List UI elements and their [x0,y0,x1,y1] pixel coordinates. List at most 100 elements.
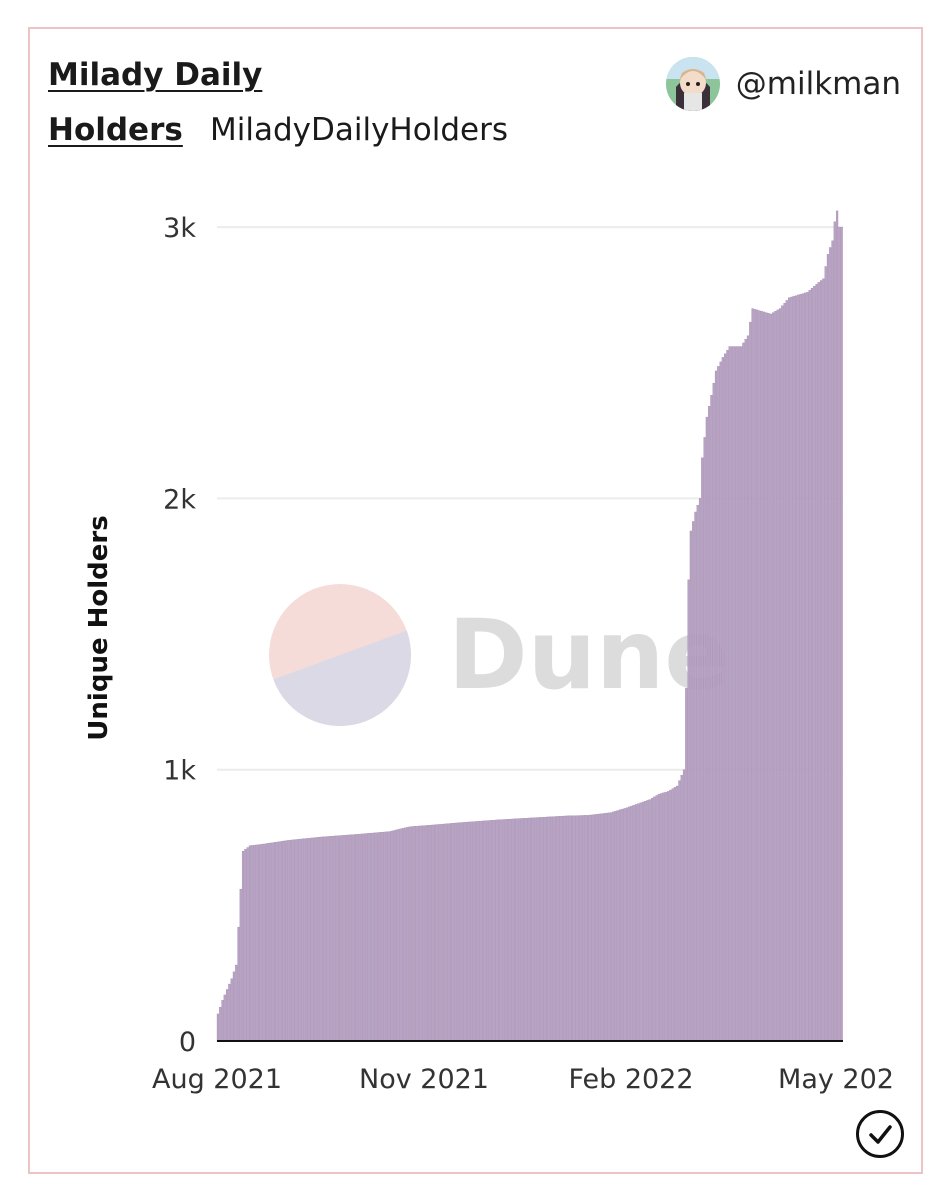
bar [347,834,350,1042]
bar [712,382,715,1042]
bar [495,819,498,1042]
bar [836,210,839,1042]
bar [228,983,231,1042]
bar [470,821,473,1042]
bar [331,835,334,1042]
bar [806,292,809,1042]
bar [810,288,814,1042]
bar [561,815,565,1042]
bar [646,800,649,1042]
bar [641,801,644,1042]
bar [799,294,802,1042]
bar [385,831,389,1042]
bar [516,818,519,1042]
bar [650,798,654,1042]
dashboard-title-link-line2[interactable]: Holders [48,112,183,148]
bar [746,335,750,1042]
bar [758,310,761,1042]
bar [369,832,373,1042]
y-tick-labels: 0 1k 2k 3k [163,213,196,1058]
bar [493,819,496,1042]
bar [584,815,587,1042]
bar [251,845,254,1042]
bar [570,815,574,1042]
bar [413,826,416,1042]
y-tick-label: 3k [163,213,196,244]
avatar[interactable] [665,57,720,111]
bar [694,511,697,1042]
bar [614,811,617,1042]
bar [417,825,421,1042]
bar [740,346,743,1042]
bar [216,1013,220,1042]
bar [479,820,482,1042]
bar [317,837,320,1042]
bar [538,817,542,1042]
bar [445,823,448,1042]
bar [486,820,489,1042]
bar [575,815,578,1042]
bar [623,808,626,1042]
bar [500,819,503,1042]
bar [379,832,382,1042]
bar [367,833,370,1042]
bar [241,850,245,1042]
bar [271,842,274,1042]
check-circle-icon[interactable] [856,1110,904,1158]
bar [605,812,608,1042]
y-tick-label: 0 [179,1027,196,1058]
bar [475,821,478,1042]
bar [573,815,576,1042]
bar [783,302,786,1042]
x-tick-label: Aug 2021 [152,1064,282,1095]
bar [465,821,469,1042]
bar [824,266,827,1042]
bar [680,774,683,1042]
author-name[interactable]: @milkman [735,66,901,102]
bar [390,830,393,1042]
bar [431,824,434,1042]
bar [529,817,533,1042]
bar [632,805,635,1042]
bar [365,833,368,1042]
bar [596,814,599,1042]
bar [719,361,722,1042]
bar [456,822,459,1042]
bar [342,835,345,1042]
bar [751,308,754,1042]
bar [550,816,553,1042]
bar [424,825,427,1042]
bar [710,395,713,1042]
bar [504,819,507,1042]
bar [662,792,665,1042]
bar [392,830,395,1042]
bar [705,416,708,1042]
bar [621,808,624,1042]
bar [721,357,724,1042]
bar [427,825,430,1042]
bar [532,817,535,1042]
bar [340,835,343,1042]
bar [813,285,816,1042]
bar [696,505,699,1042]
bar [404,827,407,1042]
bar [559,816,562,1042]
y-tick-label: 1k [163,756,196,787]
bar [776,309,779,1042]
bar [657,793,660,1042]
bar [767,313,770,1042]
dashboard-title-link[interactable]: Milady Daily [48,57,263,93]
bar [676,785,679,1042]
bar [673,787,676,1042]
bar [411,826,414,1042]
bar [484,820,487,1042]
bar [429,824,432,1042]
bar [315,837,318,1042]
bar [714,370,718,1042]
dune-watermark-text: Dune [448,599,729,711]
author[interactable]: @milkman [665,57,901,111]
bar [461,822,464,1042]
bar [278,841,281,1042]
x-tick-label: Feb 2022 [568,1064,693,1095]
bar [280,841,284,1042]
